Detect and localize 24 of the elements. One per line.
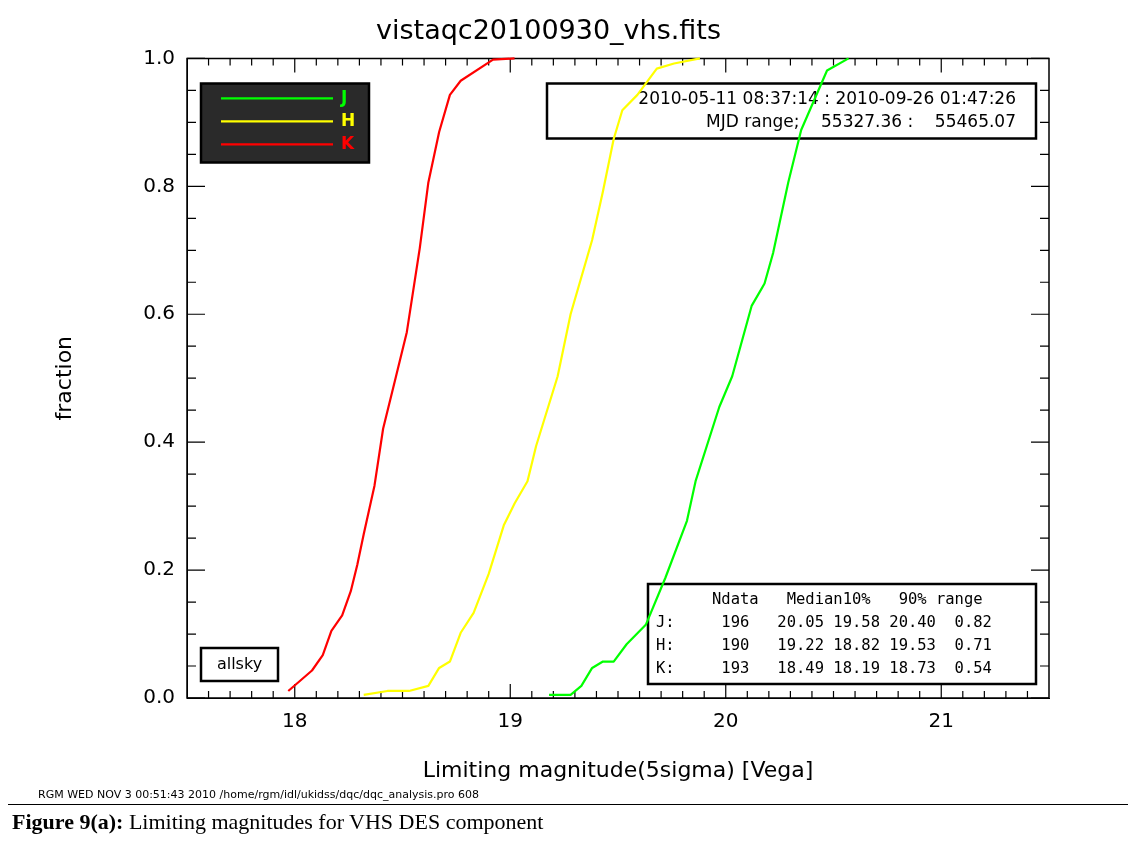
y-axis-title: fraction	[50, 335, 76, 421]
y-tick-label: 0.8	[143, 172, 175, 197]
y-tick-label: 0.6	[143, 300, 175, 325]
x-tick-label: 18	[282, 708, 308, 733]
annotation: H: 190 19.22 18.82 19.53 0.71	[656, 636, 992, 655]
y-tick-label: 1.0	[143, 44, 175, 69]
text: RGM WED NOV 3 00:51:43 2010 /home/rgm/idl/ukidss/dqc/dqc_analysis.pro 608	[37, 788, 480, 803]
annotation: MJD range; 55327.36 : 55465.07	[706, 110, 1016, 131]
text: H	[341, 109, 356, 130]
text: K	[341, 132, 355, 153]
caption: Figure 9(a): Limiting magnitudes for VHS DES component	[8, 804, 1128, 835]
annotation: allsky	[216, 653, 263, 673]
x-axis-title: Limiting magnitude(5sigma) [Vega]	[422, 756, 814, 782]
annotation: Ndata Median10% 90% range	[656, 590, 983, 609]
x-tick-label: 20	[713, 708, 739, 733]
annotation: J: 196 20.05 19.58 20.40 0.82	[656, 613, 992, 632]
y-tick-label: 0.4	[143, 428, 175, 453]
x-tick-label: 19	[497, 708, 523, 733]
y-tick-label: 0.2	[143, 556, 175, 581]
chart-title: vistaqc20100930_vhs.fits	[376, 14, 721, 46]
annotation: K: 193 18.49 18.19 18.73 0.54	[656, 659, 992, 678]
x-tick-label: 21	[928, 708, 954, 733]
y-tick-label: 0.0	[143, 684, 175, 709]
text: J	[340, 86, 348, 107]
